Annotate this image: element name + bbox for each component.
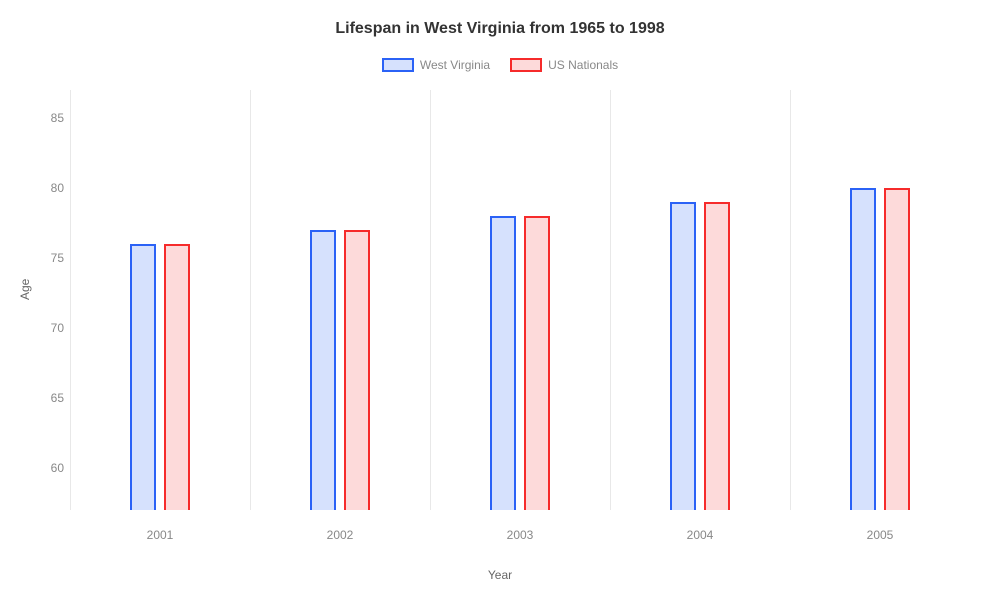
bar xyxy=(704,202,730,510)
gridline-vertical xyxy=(250,90,251,510)
bar xyxy=(884,188,910,510)
legend-swatch-wv xyxy=(382,58,414,72)
chart-container: Lifespan in West Virginia from 1965 to 1… xyxy=(0,0,1000,600)
legend-label-us: US Nationals xyxy=(548,58,618,72)
bar xyxy=(524,216,550,510)
gridline-vertical xyxy=(430,90,431,510)
x-axis-label: Year xyxy=(0,568,1000,582)
y-axis-label: Age xyxy=(18,279,32,300)
bar xyxy=(310,230,336,510)
bar xyxy=(850,188,876,510)
legend: West Virginia US Nationals xyxy=(0,58,1000,72)
y-tick-label: 85 xyxy=(51,111,64,125)
y-tick-label: 80 xyxy=(51,181,64,195)
bar xyxy=(490,216,516,510)
chart-title: Lifespan in West Virginia from 1965 to 1… xyxy=(0,20,1000,38)
gridline-vertical xyxy=(70,90,71,510)
bar xyxy=(164,244,190,510)
y-tick-label: 65 xyxy=(51,391,64,405)
legend-item-us: US Nationals xyxy=(510,58,618,72)
x-tick-label: 2001 xyxy=(147,528,174,542)
x-tick-label: 2002 xyxy=(327,528,354,542)
bar xyxy=(344,230,370,510)
bar xyxy=(130,244,156,510)
gridline-vertical xyxy=(790,90,791,510)
legend-item-wv: West Virginia xyxy=(382,58,490,72)
x-tick-label: 2003 xyxy=(507,528,534,542)
y-tick-label: 75 xyxy=(51,251,64,265)
y-tick-label: 60 xyxy=(51,461,64,475)
y-tick-label: 70 xyxy=(51,321,64,335)
legend-label-wv: West Virginia xyxy=(420,58,490,72)
gridline-vertical xyxy=(610,90,611,510)
x-tick-label: 2005 xyxy=(867,528,894,542)
legend-swatch-us xyxy=(510,58,542,72)
bar xyxy=(670,202,696,510)
x-tick-label: 2004 xyxy=(687,528,714,542)
